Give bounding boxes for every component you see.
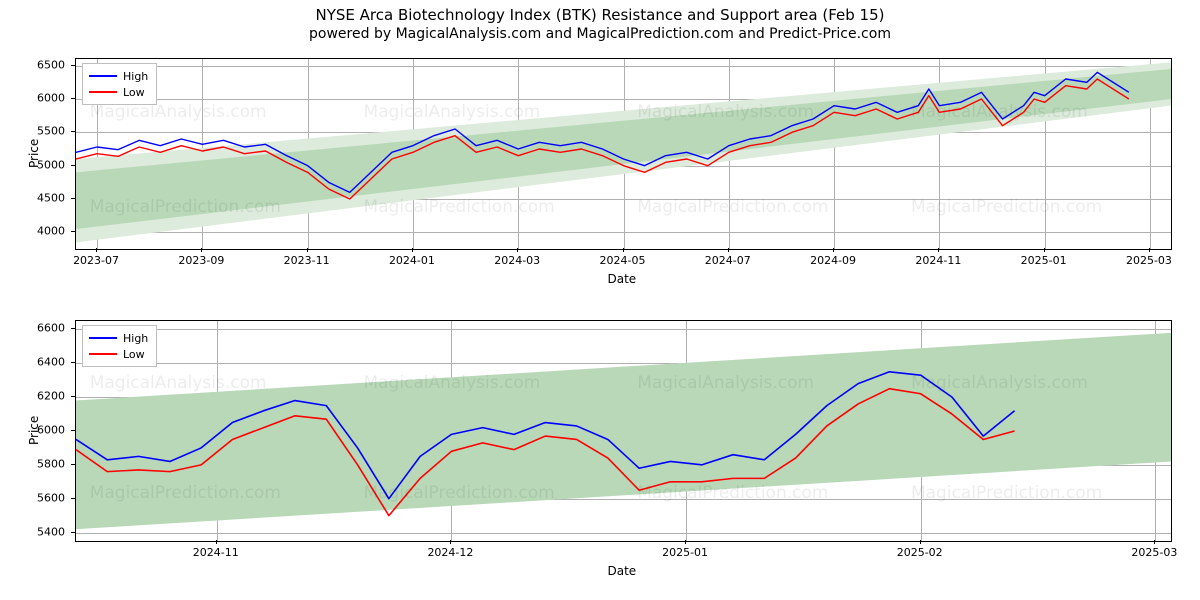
xtick-label: 2024-11 xyxy=(915,254,961,267)
xtick-label: 2025-01 xyxy=(662,546,708,559)
legend-item-high: High xyxy=(89,330,148,346)
ytick-mark xyxy=(71,65,75,66)
bottom-chart-plot-area: High Low MagicalAnalysis.comMagicalAnaly… xyxy=(75,320,1172,542)
legend-swatch-low xyxy=(89,353,117,355)
ytick-mark xyxy=(71,498,75,499)
legend: High Low xyxy=(82,325,157,367)
xtick-label: 2024-12 xyxy=(427,546,473,559)
xtick-label: 2025-03 xyxy=(1126,254,1172,267)
xtick-label: 2025-02 xyxy=(897,546,943,559)
legend-item-high: High xyxy=(89,68,148,84)
legend-swatch-high xyxy=(89,337,117,339)
xtick-label: 2023-07 xyxy=(73,254,119,267)
ytick-mark xyxy=(71,362,75,363)
ytick-mark xyxy=(71,328,75,329)
bottom-chart-xlabel: Date xyxy=(608,564,637,578)
ytick-mark xyxy=(71,198,75,199)
chart-sub-title: powered by MagicalAnalysis.com and Magic… xyxy=(0,24,1200,46)
legend-item-low: Low xyxy=(89,346,148,362)
ytick-mark xyxy=(71,231,75,232)
xtick-label: 2024-01 xyxy=(389,254,435,267)
figure: NYSE Arca Biotechnology Index (BTK) Resi… xyxy=(0,0,1200,600)
ytick-mark xyxy=(71,430,75,431)
ytick-mark xyxy=(71,98,75,99)
legend-swatch-low xyxy=(89,91,117,93)
support-resistance-band xyxy=(76,333,1171,529)
xtick-label: 2023-09 xyxy=(178,254,224,267)
xtick-label: 2025-03 xyxy=(1131,546,1177,559)
xtick-label: 2025-01 xyxy=(1021,254,1067,267)
ytick-mark xyxy=(71,131,75,132)
top-chart-plot-area: High Low MagicalAnalysis.comMagicalAnaly… xyxy=(75,58,1172,250)
legend-label: High xyxy=(123,70,148,83)
legend-label: Low xyxy=(123,348,145,361)
legend-item-low: Low xyxy=(89,84,148,100)
xtick-label: 2024-07 xyxy=(705,254,751,267)
ytick-mark xyxy=(71,532,75,533)
top-chart-xlabel: Date xyxy=(608,272,637,286)
ytick-mark xyxy=(71,396,75,397)
chart-main-title: NYSE Arca Biotechnology Index (BTK) Resi… xyxy=(0,0,1200,24)
chart-svg xyxy=(76,321,1171,541)
legend-swatch-high xyxy=(89,75,117,77)
xtick-label: 2024-09 xyxy=(810,254,856,267)
ytick-mark xyxy=(71,464,75,465)
ytick-mark xyxy=(71,165,75,166)
chart-svg xyxy=(76,59,1171,249)
xtick-label: 2023-11 xyxy=(284,254,330,267)
xtick-label: 2024-05 xyxy=(600,254,646,267)
xtick-label: 2024-11 xyxy=(193,546,239,559)
legend-label: High xyxy=(123,332,148,345)
xtick-label: 2024-03 xyxy=(494,254,540,267)
legend-label: Low xyxy=(123,86,145,99)
legend: High Low xyxy=(82,63,157,105)
